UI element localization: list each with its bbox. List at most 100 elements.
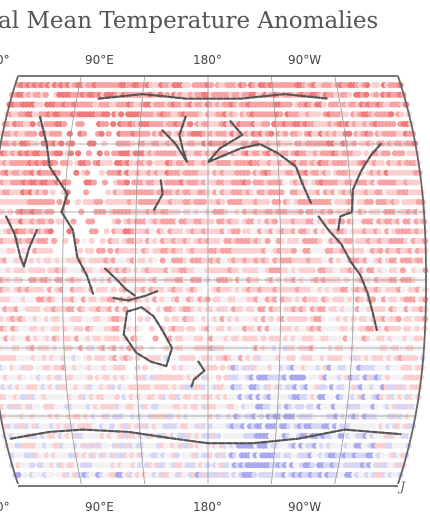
- coast-india: [5, 215, 38, 268]
- anomaly-dot: [355, 150, 363, 157]
- anomaly-dot: [281, 179, 288, 186]
- anomaly-dot: [62, 237, 69, 245]
- anomaly-dot: [47, 247, 54, 254]
- anomaly-dot: [368, 140, 376, 147]
- anomaly-dot: [268, 315, 275, 323]
- anomaly-dot: [56, 130, 63, 137]
- anomaly-dot: [144, 315, 151, 323]
- anomaly-dot: [122, 413, 129, 420]
- anomaly-dot: [126, 354, 133, 362]
- anomaly-dot: [282, 130, 289, 137]
- anomaly-dot: [234, 228, 241, 235]
- anomaly-dot: [1, 364, 8, 371]
- anomaly-dot: [149, 364, 156, 371]
- anomaly-dot: [52, 159, 59, 167]
- anomaly-dot: [315, 111, 322, 118]
- anomaly-dot: [67, 150, 74, 157]
- anomaly-dot: [119, 364, 126, 371]
- anomaly-dot: [309, 462, 316, 469]
- anomaly-dot: [346, 130, 353, 137]
- anomaly-dot: [271, 432, 278, 439]
- anomaly-dot: [27, 364, 34, 371]
- anomaly-dot: [49, 198, 56, 206]
- anomaly-dot: [56, 198, 63, 206]
- anomaly-dot: [268, 130, 275, 137]
- coast-arctic: [97, 93, 330, 100]
- anomaly-dot: [390, 121, 397, 128]
- anomaly-dot: [328, 393, 335, 401]
- anomaly-dot: [374, 82, 381, 89]
- anomaly-dot: [103, 150, 110, 157]
- anomaly-dot: [99, 247, 106, 254]
- anomaly-dot: [208, 82, 215, 89]
- anomaly-dot: [309, 267, 316, 274]
- anomaly-dot: [215, 374, 222, 381]
- anomaly-dot: [106, 159, 113, 167]
- anomaly-dot: [343, 111, 350, 118]
- anomaly-dot: [141, 364, 149, 371]
- anomaly-dot: [110, 286, 117, 293]
- anomaly-dot: [86, 462, 93, 469]
- anomaly-dot: [290, 247, 298, 254]
- anomaly-dot: [42, 189, 49, 196]
- anomaly-dot: [241, 82, 248, 89]
- anomaly-dot: [286, 140, 293, 147]
- anomaly-dot: [398, 111, 405, 118]
- anomaly-dot: [302, 315, 309, 323]
- anomaly-dot: [148, 325, 155, 332]
- anomaly-dot: [109, 384, 116, 391]
- anomaly-dot: [49, 189, 56, 196]
- anomaly-dot: [219, 364, 226, 371]
- lon-label-top-180: 180°: [193, 53, 222, 67]
- anomaly-dot: [88, 247, 95, 254]
- corner-text: J: [397, 480, 406, 495]
- anomaly-dot: [61, 121, 68, 128]
- anomaly-dot: [58, 140, 65, 147]
- coast-australia: [122, 306, 174, 368]
- anomaly-dot: [381, 267, 388, 274]
- anomaly-dot: [146, 159, 153, 167]
- anomaly-dot: [208, 374, 215, 381]
- anomaly-dot: [9, 247, 16, 254]
- anomaly-dot: [29, 462, 36, 469]
- anomaly-dot: [288, 432, 295, 439]
- frame-side-edge: [0, 75, 19, 485]
- anomaly-dot: [298, 403, 305, 410]
- lon-label-top-0: 0°: [0, 53, 10, 67]
- anomaly-dot: [134, 354, 141, 362]
- anomaly-dot: [70, 218, 77, 225]
- anomaly-dot: [28, 257, 35, 264]
- anomaly-dot: [118, 315, 125, 323]
- anomaly-dot: [134, 364, 141, 371]
- anomaly-dot: [178, 325, 185, 332]
- anomaly-dot: [325, 169, 332, 176]
- anomaly-dot: [187, 121, 194, 128]
- anomaly-dot: [369, 296, 376, 303]
- lon-label-bottom-0: 0°: [0, 500, 10, 514]
- anomaly-dot: [373, 403, 381, 410]
- anomaly-dot: [412, 354, 419, 362]
- lon-label-top-90w: 90°W: [288, 53, 321, 67]
- anomaly-dot: [51, 237, 58, 245]
- anomaly-dot: [156, 364, 163, 371]
- anomaly-dot: [244, 169, 251, 176]
- anomaly-dot: [15, 471, 22, 478]
- anomaly-dot: [84, 169, 91, 176]
- anomaly-dot: [123, 179, 131, 186]
- coast-alaska: [206, 120, 312, 204]
- lon-label-top-90e: 90°E: [85, 53, 114, 67]
- anomaly-dot: [367, 130, 374, 137]
- anomaly-dot: [92, 228, 99, 235]
- anomaly-dot: [144, 130, 151, 137]
- anomaly-dot: [296, 130, 303, 137]
- anomaly-dot: [55, 169, 62, 176]
- anomaly-dot: [77, 247, 84, 254]
- anomaly-dot: [215, 432, 222, 439]
- anomaly-dot: [184, 82, 191, 89]
- anomaly-dot: [105, 130, 112, 137]
- anomaly-dot: [358, 296, 365, 303]
- anomaly-dot: [104, 442, 111, 449]
- anomaly-dot: [103, 121, 110, 128]
- anomaly-dot: [74, 198, 82, 206]
